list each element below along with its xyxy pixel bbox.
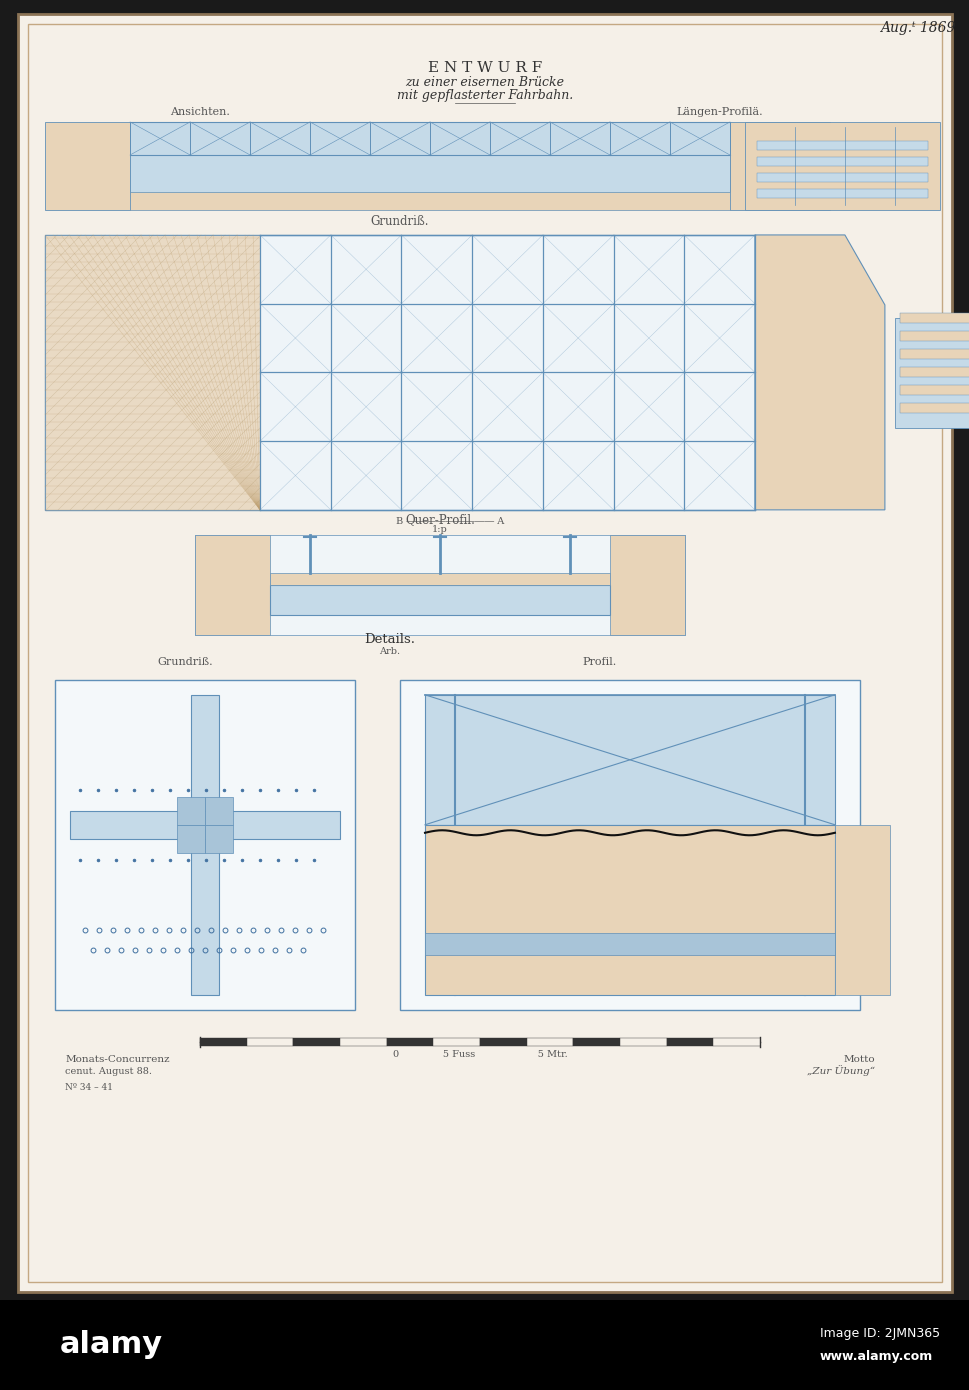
Text: Ansichten.: Ansichten. <box>170 107 230 117</box>
Bar <box>46 235 260 510</box>
Bar <box>200 1038 246 1045</box>
Bar <box>340 1038 387 1045</box>
Bar <box>899 403 969 413</box>
Bar <box>756 157 927 165</box>
Bar <box>756 172 927 182</box>
Bar <box>899 313 969 322</box>
Text: 0              5 Fuss                    5 Mtr.: 0 5 Fuss 5 Mtr. <box>392 1049 567 1059</box>
Bar <box>246 1038 293 1045</box>
Bar <box>610 535 684 635</box>
Bar <box>433 1038 480 1045</box>
Bar <box>756 189 927 197</box>
Text: cenut. August 88.: cenut. August 88. <box>65 1066 152 1076</box>
Bar <box>573 1038 619 1045</box>
Text: Monats-Concurrenz: Monats-Concurrenz <box>65 1055 170 1063</box>
Bar <box>46 122 130 210</box>
Bar <box>204 796 233 824</box>
Bar <box>744 122 939 210</box>
Bar <box>130 122 730 200</box>
Bar <box>70 810 340 838</box>
Text: Grundriß.: Grundriß. <box>370 215 429 228</box>
Bar <box>666 1038 712 1045</box>
Bar <box>269 585 610 614</box>
Bar <box>399 680 859 1009</box>
Bar <box>899 349 969 359</box>
Text: E N T W U R F: E N T W U R F <box>427 61 542 75</box>
Text: zu einer eisernen Brücke: zu einer eisernen Brücke <box>405 76 564 89</box>
Bar <box>191 695 219 995</box>
Bar <box>177 824 204 853</box>
Text: 1:p: 1:p <box>432 525 448 534</box>
Polygon shape <box>754 235 884 510</box>
Bar <box>730 122 829 210</box>
Bar <box>424 695 834 824</box>
Text: Längen-Profilä.: Längen-Profilä. <box>676 107 763 117</box>
Bar <box>55 680 355 1009</box>
Polygon shape <box>834 824 889 995</box>
Bar <box>424 824 834 995</box>
Bar <box>899 331 969 341</box>
Text: mit gepflasterter Fahrbahn.: mit gepflasterter Fahrbahn. <box>396 89 573 103</box>
Text: Arb.: Arb. <box>379 646 400 656</box>
Bar <box>899 385 969 395</box>
Bar <box>480 1038 526 1045</box>
Bar <box>894 318 969 428</box>
Bar <box>712 1038 759 1045</box>
Bar <box>204 824 233 853</box>
Bar <box>424 933 834 955</box>
Text: Nº 34 – 41: Nº 34 – 41 <box>65 1083 113 1091</box>
Text: Grundriß.: Grundriß. <box>157 657 212 667</box>
Text: Image ID: 2JMN365: Image ID: 2JMN365 <box>819 1327 939 1340</box>
Bar <box>899 367 969 377</box>
Text: B ――――――――― A: B ――――――――― A <box>395 517 504 525</box>
Text: www.alamy.com: www.alamy.com <box>819 1350 932 1364</box>
Bar <box>195 535 684 635</box>
Bar <box>195 535 269 635</box>
Text: Aug.ᵗ 1869: Aug.ᵗ 1869 <box>879 21 954 35</box>
Bar <box>293 1038 340 1045</box>
Text: Quer-Profil.: Quer-Profil. <box>405 513 475 525</box>
Bar <box>130 192 730 210</box>
Bar <box>756 140 927 150</box>
Bar <box>619 1038 666 1045</box>
Text: alamy: alamy <box>60 1330 163 1359</box>
Text: Details.: Details. <box>364 632 415 646</box>
Text: Motto: Motto <box>842 1055 874 1063</box>
Bar <box>46 235 754 510</box>
Text: Profil.: Profil. <box>582 657 616 667</box>
Text: „Zur Übung“: „Zur Übung“ <box>806 1065 874 1076</box>
Bar <box>526 1038 573 1045</box>
Bar <box>387 1038 433 1045</box>
Bar <box>269 573 610 585</box>
Bar <box>177 796 204 824</box>
